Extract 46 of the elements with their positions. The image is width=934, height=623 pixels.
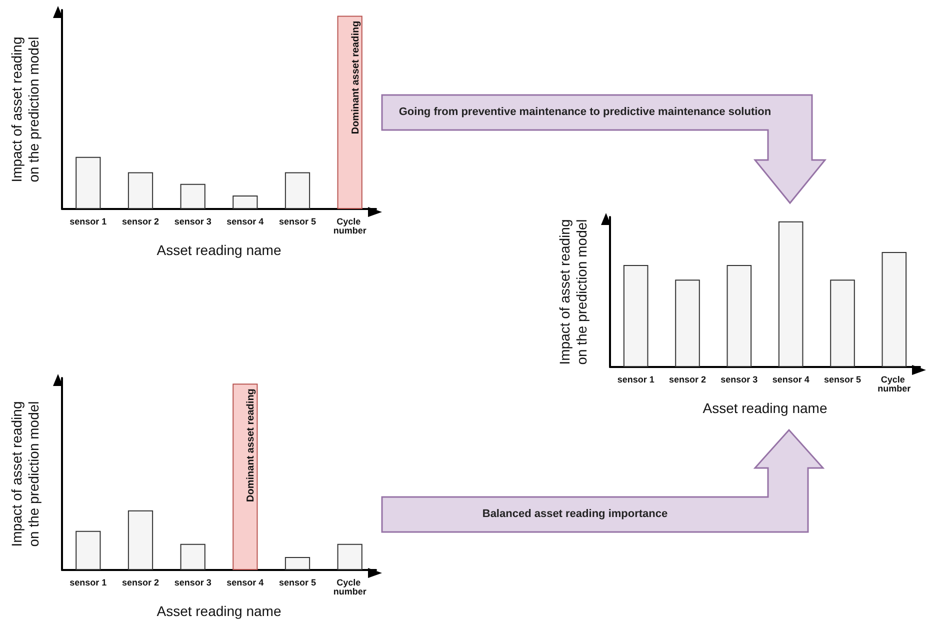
annotation: Dominant asset reading [350,20,362,134]
x-tick-label: sensor 5 [278,216,316,226]
bar [76,156,101,209]
x-tick-label: sensor 2 [668,374,706,384]
bar [623,265,648,367]
x-tick-label: sensor 1 [617,374,654,384]
y-axis-title: Impact of asset reading on the prediction model [8,36,42,182]
x-tick-label: Cycle number [878,374,912,394]
bar [726,265,752,367]
text: Balanced asset reading importance [481,508,669,520]
x-tick-label: sensor 3 [720,374,758,384]
bar [180,184,206,209]
annotation: Dominant asset reading [246,388,257,502]
x-tick-label: sensor 3 [174,578,212,588]
bar [337,16,362,209]
bar [284,556,310,570]
y-axis-title: Impact of asset reading on the prediction model [8,401,42,547]
bar [882,252,907,367]
bar [232,384,258,570]
bar [76,530,101,570]
x-tick-label: sensor 2 [122,578,160,588]
bar [830,280,855,367]
x-tick-label: sensor 4 [772,374,810,384]
x-tick-label: sensor 4 [226,216,264,226]
x-tick-label: Cycle number [333,216,367,236]
bar [232,195,258,209]
y-axis-title: Impact of asset reading on the prediction model [556,219,590,365]
bar [337,544,362,570]
x-tick-label: sensor 5 [824,374,862,384]
x-axis-title: Asset reading name [156,242,282,258]
x-axis-title: Asset reading name [156,603,282,619]
x-tick-label: sensor 3 [174,216,212,226]
bar [180,544,206,570]
bar [284,172,310,209]
x-tick-label: sensor 2 [122,216,160,226]
x-tick-label: sensor 1 [70,216,107,226]
bar [778,221,804,367]
text: Going from preventive maintenance to predictive maintenance solution [398,106,772,118]
x-tick-label: sensor 4 [226,578,264,588]
bar [128,510,154,570]
bar [675,280,700,367]
x-axis-title: Asset reading name [702,400,828,416]
x-tick-label: sensor 5 [278,578,316,588]
x-tick-label: Cycle number [333,578,367,596]
bar [128,172,154,209]
x-tick-label: sensor 1 [70,578,107,588]
